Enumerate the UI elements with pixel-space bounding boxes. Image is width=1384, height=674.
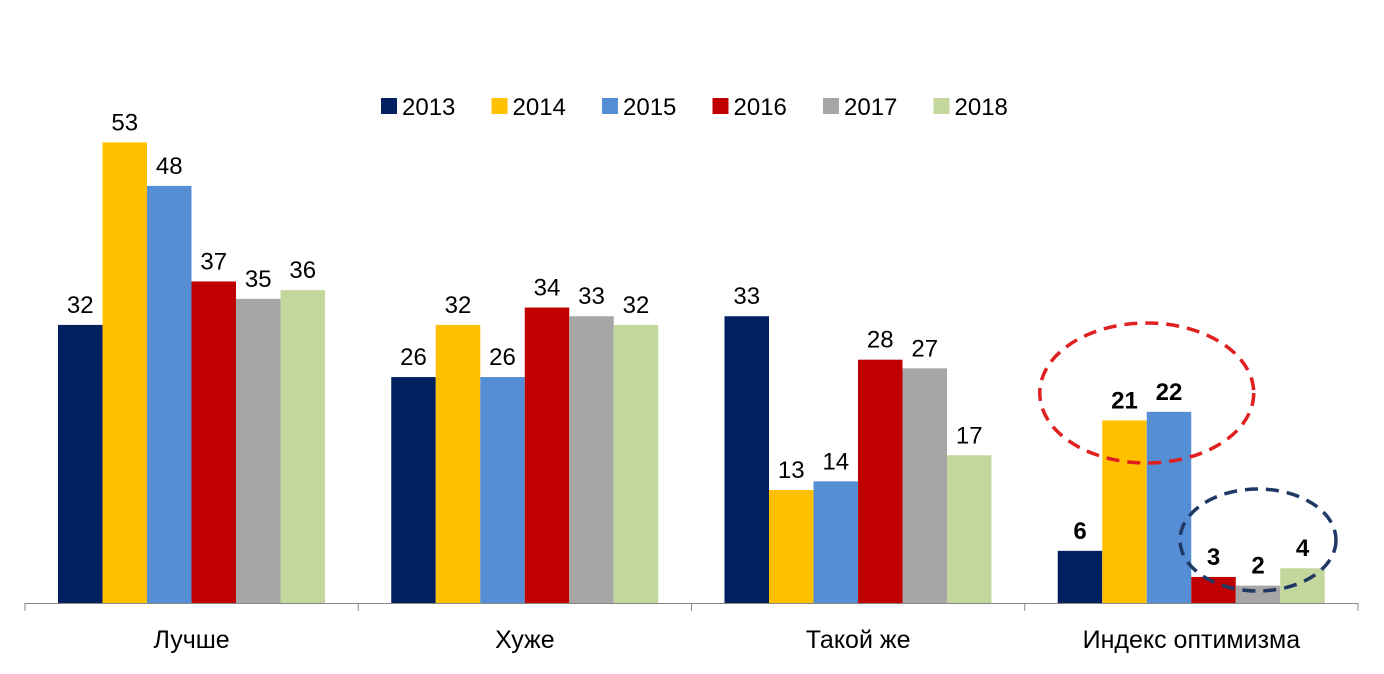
data-label: 14 xyxy=(822,448,849,475)
dashed-ellipse xyxy=(1178,487,1338,593)
category-label: Индекс оптимизма xyxy=(1083,626,1301,654)
bar-2015 xyxy=(147,185,192,603)
data-label: 32 xyxy=(67,292,94,319)
legend-label-2014: 2014 xyxy=(513,94,566,121)
legend-label-2015: 2015 xyxy=(623,94,676,121)
bar-2016 xyxy=(191,281,236,603)
data-label: 33 xyxy=(578,283,605,310)
category-label: Такой же xyxy=(806,626,911,654)
bar-2014 xyxy=(102,142,147,603)
legend-label-2016: 2016 xyxy=(734,94,787,121)
legend-swatch-2018 xyxy=(933,98,950,114)
bar-2017 xyxy=(236,298,281,603)
bar-2014 xyxy=(435,324,481,603)
data-label: 3 xyxy=(1207,544,1220,571)
bar-2014 xyxy=(769,490,814,603)
bar-2014 xyxy=(1102,420,1147,603)
data-label: 21 xyxy=(1111,388,1138,415)
bar-2017 xyxy=(902,368,947,603)
bar-2016 xyxy=(858,359,903,603)
data-label: 33 xyxy=(733,283,760,310)
bar-2018 xyxy=(280,290,325,603)
legend-swatch-2016 xyxy=(712,98,729,114)
data-label: 22 xyxy=(1156,379,1183,406)
legend-label-2018: 2018 xyxy=(955,94,1008,121)
data-label: 35 xyxy=(245,266,272,293)
legend-swatch-2015 xyxy=(602,98,618,114)
data-label: 26 xyxy=(489,344,516,371)
legend-label-2017: 2017 xyxy=(844,94,897,121)
legend-swatch-2017 xyxy=(823,98,839,114)
data-label: 48 xyxy=(156,153,183,180)
data-label: 53 xyxy=(111,109,138,136)
legend-label-2013: 2013 xyxy=(402,94,455,121)
bar-2018 xyxy=(613,324,659,603)
category-label: Хуже xyxy=(495,626,555,654)
bar-2016 xyxy=(524,307,570,603)
bar-2013 xyxy=(391,377,436,603)
bar-2015 xyxy=(1146,411,1192,603)
data-label: 17 xyxy=(956,422,983,449)
annotations xyxy=(1038,321,1338,593)
data-label: 36 xyxy=(289,257,316,284)
bar-2017 xyxy=(569,316,614,603)
data-label: 26 xyxy=(400,344,427,371)
legend-swatch-2014 xyxy=(491,98,508,114)
dashed-ellipse xyxy=(1038,321,1256,465)
bars xyxy=(58,142,1325,603)
legend-swatch-2013 xyxy=(381,98,397,114)
data-label: 13 xyxy=(778,457,805,484)
data-label: 32 xyxy=(445,292,472,319)
bar-2013 xyxy=(724,316,769,603)
data-label: 2 xyxy=(1251,553,1264,580)
bar-2015 xyxy=(480,377,525,603)
bar-2013 xyxy=(1057,550,1103,603)
bar-2018 xyxy=(947,455,992,603)
data-label: 34 xyxy=(534,275,561,302)
data-label: 4 xyxy=(1296,535,1310,562)
x-axis: Лучше Хуже Такой же Индекс оптимизма xyxy=(24,603,1359,654)
data-label: 28 xyxy=(867,327,894,354)
bar-2013 xyxy=(58,324,103,603)
data-label: 37 xyxy=(200,248,227,275)
category-label: Лучше xyxy=(154,626,230,654)
bar-2015 xyxy=(813,481,858,603)
legend: 2013 2014 2015 2016 2017 2018 xyxy=(381,94,1008,121)
data-label: 6 xyxy=(1073,518,1086,545)
data-label: 27 xyxy=(911,335,938,362)
data-label: 32 xyxy=(623,292,650,319)
